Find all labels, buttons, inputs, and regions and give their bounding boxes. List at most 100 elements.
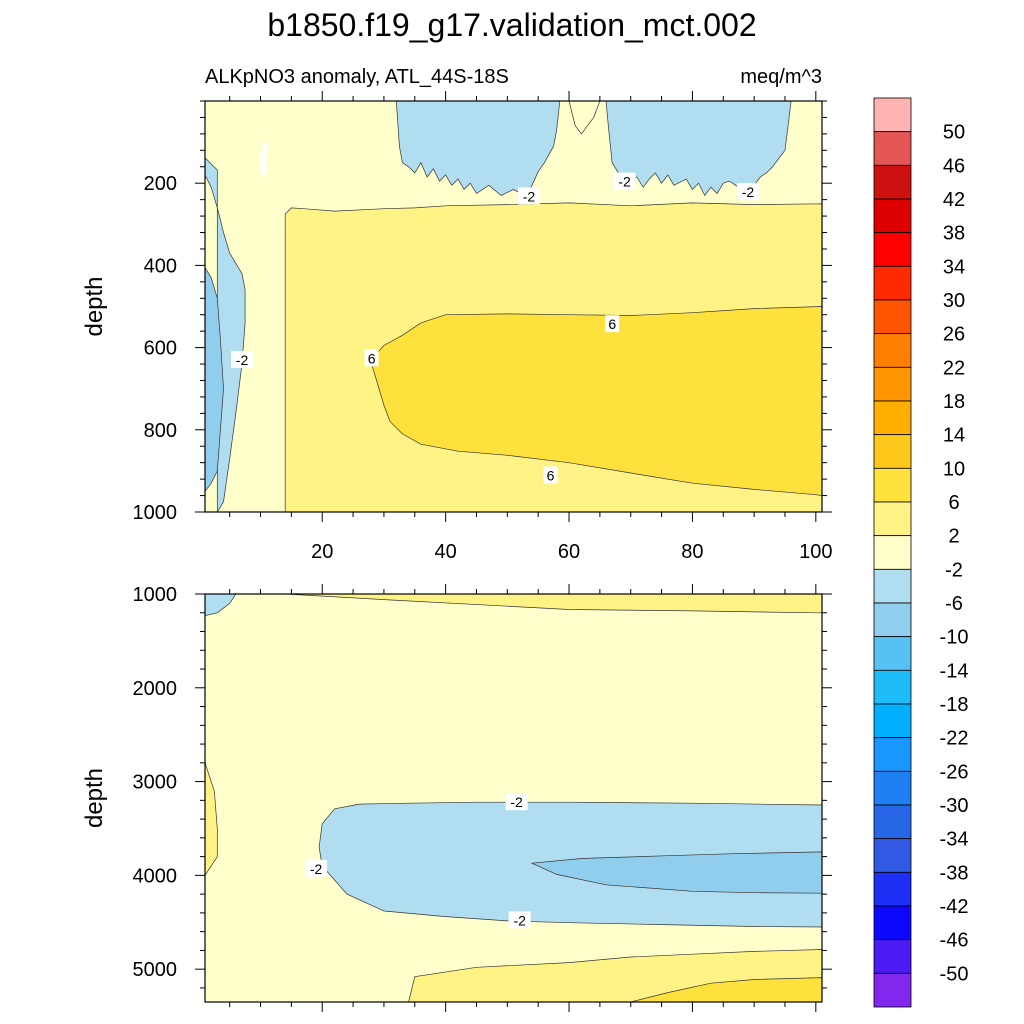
colorbar-swatch — [873, 400, 912, 436]
svg-text:-2: -2 — [742, 184, 755, 200]
x-tick-label: 80 — [681, 541, 703, 563]
svg-text:-2: -2 — [618, 174, 631, 190]
svg-text:6: 6 — [547, 467, 555, 483]
svg-text:6: 6 — [368, 350, 376, 366]
colorbar-swatch — [873, 265, 912, 301]
colorbar-swatch — [873, 299, 912, 335]
y-axis-label: depth — [81, 768, 108, 828]
panel-frame — [204, 593, 823, 1003]
colorbar-swatch — [873, 804, 912, 840]
x-tick-label: 100 — [799, 541, 832, 563]
chart-units-label: meq/m^3 — [740, 66, 822, 88]
colorbar-swatch — [873, 838, 912, 873]
colorbar-swatch — [873, 97, 912, 133]
colorbar-label: -14 — [940, 660, 969, 682]
colorbar-swatch — [873, 939, 912, 974]
colorbar-swatch — [873, 636, 912, 671]
colorbar-swatch — [873, 535, 912, 570]
colorbar-label: 38 — [943, 223, 965, 245]
chart-title: b1850.f19_g17.validation_mct.002 — [267, 7, 756, 43]
x-tick-label: 60 — [558, 541, 580, 563]
colorbar-label: 26 — [943, 324, 965, 346]
colorbar-label: -34 — [940, 829, 969, 851]
colorbar-swatch — [873, 434, 912, 469]
contour-region — [630, 977, 822, 1002]
colorbar-swatch — [873, 669, 912, 705]
y-tick-label: 600 — [144, 338, 177, 360]
colorbar-swatch — [873, 703, 912, 739]
contour-region — [285, 594, 822, 614]
colorbar-label: 34 — [943, 256, 965, 278]
colorbar-label: -10 — [940, 627, 969, 649]
colorbar-swatch — [873, 972, 912, 1008]
contour-label: -2 — [508, 911, 531, 929]
colorbar-label: 50 — [943, 122, 965, 144]
y-tick-label: 5000 — [133, 959, 178, 981]
colorbar-swatch — [873, 131, 912, 166]
colorbar-label: 10 — [943, 458, 965, 480]
colorbar-label: 18 — [943, 391, 965, 413]
contour-label: 6 — [364, 349, 379, 367]
y-tick-label: 200 — [144, 173, 177, 195]
colorbar-label: -30 — [940, 795, 969, 817]
colorbar-label: 14 — [943, 425, 965, 447]
contour-region — [260, 142, 267, 180]
colorbar-swatch — [873, 333, 912, 368]
contour-region — [395, 101, 561, 197]
colorbar-label: -46 — [940, 930, 969, 952]
contour-label: -2 — [736, 183, 759, 201]
contour-label: -2 — [613, 172, 636, 190]
contour-label: -2 — [517, 187, 540, 205]
y-tick-label: 1000 — [133, 584, 178, 606]
colorbar-swatch — [873, 467, 912, 503]
colorbar-swatch — [873, 568, 912, 604]
y-tick-label: 2000 — [133, 678, 178, 700]
colorbar-label: -42 — [940, 896, 969, 918]
x-tick-label: 40 — [435, 541, 457, 563]
colorbar-label: -26 — [940, 761, 969, 783]
y-tick-label: 4000 — [133, 865, 178, 887]
y-tick-label: 400 — [144, 255, 177, 277]
y-tick-label: 3000 — [133, 772, 178, 794]
contour-panels: 20 40 60 80 100 200 400 600 800 1000 depth -2 -2 -2 -2… — [81, 91, 833, 1012]
y-axis-label: depth — [81, 276, 108, 336]
colorbar-label: -6 — [945, 593, 963, 615]
contour-label: -2 — [231, 350, 254, 368]
colorbar-swatch — [873, 905, 912, 941]
colorbar-swatch — [873, 232, 912, 267]
chart-subtitle-left: ALKpNO3 anomaly, ATL_44S-18S — [205, 66, 509, 88]
colorbar-label: 22 — [943, 357, 965, 379]
colorbar-label: 42 — [943, 189, 965, 211]
colorbar-swatch — [873, 501, 912, 537]
panel-upper: 20 40 60 80 100 200 400 600 800 1000 depth -2 -2 -2 -2… — [81, 91, 833, 563]
svg-text:6: 6 — [608, 316, 616, 332]
contour-label: 6 — [605, 315, 620, 333]
contour-region — [205, 762, 218, 877]
colorbar-label: -22 — [940, 728, 969, 750]
svg-text:-2: -2 — [513, 912, 526, 928]
colorbar-swatch — [873, 164, 912, 200]
colorbar-label: -2 — [945, 559, 963, 581]
colorbar-label: -18 — [940, 694, 969, 716]
contour-region — [605, 101, 792, 197]
contour-label: 6 — [543, 466, 558, 484]
contour-region — [530, 851, 822, 894]
contour-label: -2 — [505, 793, 528, 811]
svg-text:-2: -2 — [523, 188, 536, 204]
contour-region — [568, 101, 601, 135]
colorbar-swatch — [873, 871, 912, 907]
y-tick-label: 1000 — [133, 502, 178, 524]
colorbar-swatch — [873, 770, 912, 806]
svg-text:-2: -2 — [510, 794, 523, 810]
panel-lower: 1000 2000 3000 4000 5000 depth -2 -2 -2 — [81, 584, 832, 1012]
contour-region — [205, 594, 237, 616]
colorbar-label: 2 — [948, 526, 959, 548]
colorbar: 50 46 42 38 34 30 26 22 18 14 10 6 2 -2 -6 -10 -14 -18 -22… — [873, 97, 969, 1008]
colorbar-label: -38 — [940, 862, 969, 884]
colorbar-swatch — [873, 602, 912, 638]
colorbar-swatch — [873, 737, 912, 772]
x-tick-label: 20 — [311, 541, 333, 563]
contour-region — [205, 266, 224, 492]
svg-text:-2: -2 — [310, 861, 323, 877]
